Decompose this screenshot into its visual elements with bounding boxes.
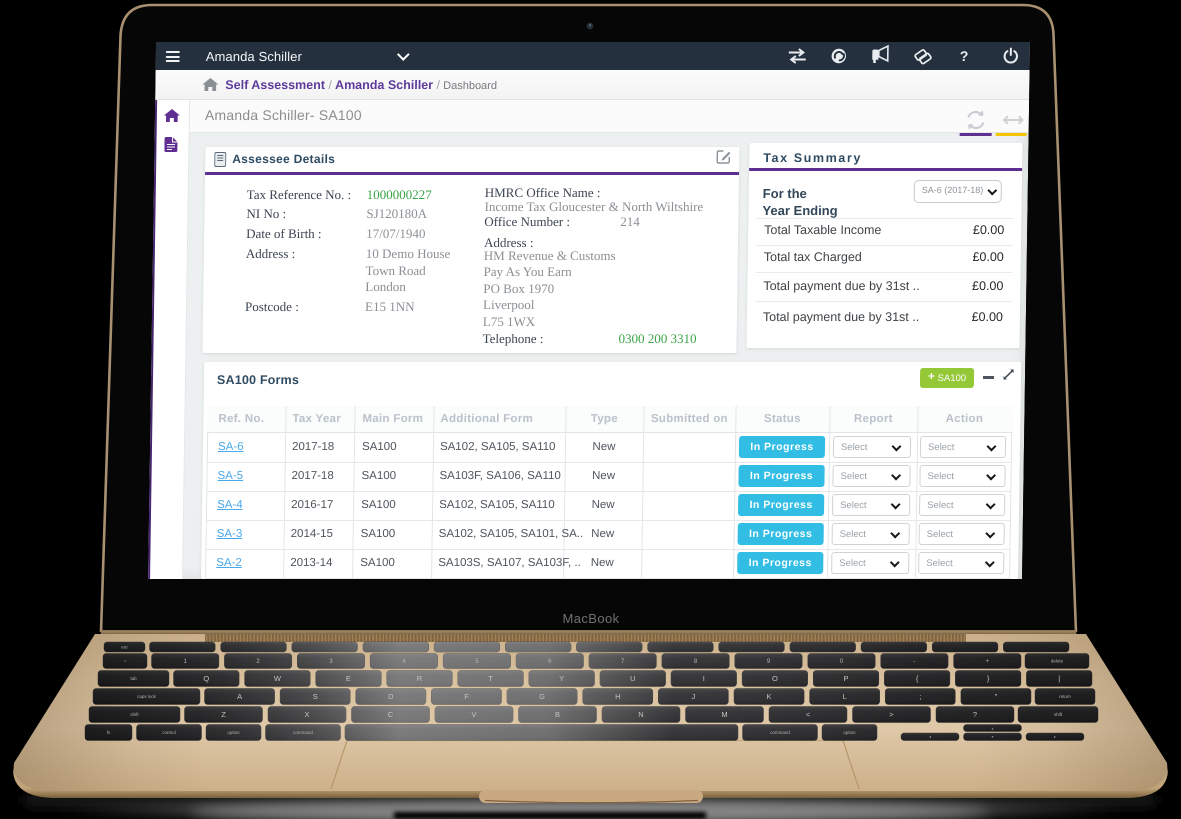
svg-text:0: 0 (840, 659, 844, 665)
svg-text:Z: Z (221, 710, 226, 719)
svg-text:F: F (464, 692, 469, 701)
svg-text:K: K (766, 692, 771, 701)
svg-text:H: H (615, 692, 620, 701)
svg-text:shift: shift (130, 712, 139, 717)
svg-text:?: ? (973, 710, 977, 719)
svg-text:1: 1 (184, 659, 188, 665)
svg-text:S: S (313, 692, 318, 701)
svg-text:U: U (630, 674, 635, 683)
svg-text:caps lock: caps lock (137, 694, 157, 699)
svg-text:▴: ▴ (991, 725, 993, 730)
svg-text:esc: esc (121, 645, 128, 650)
svg-text:tab: tab (130, 676, 137, 681)
svg-text:command: command (770, 730, 790, 735)
svg-text:option: option (227, 730, 240, 735)
svg-text:control: control (162, 730, 176, 735)
svg-text:3: 3 (329, 659, 333, 665)
svg-text:P: P (843, 674, 848, 683)
svg-text:delete: delete (1051, 659, 1064, 664)
svg-text:M: M (721, 710, 727, 719)
svg-text:L: L (843, 692, 847, 701)
svg-text:return: return (1059, 694, 1071, 699)
svg-text:9: 9 (767, 659, 771, 665)
svg-text:": " (995, 692, 998, 701)
svg-text:command: command (293, 730, 313, 735)
svg-text:I: I (703, 674, 705, 683)
svg-text:C: C (388, 710, 394, 719)
svg-text:▾: ▾ (991, 734, 993, 739)
svg-text:Q: Q (203, 674, 209, 683)
svg-text:shift: shift (1054, 712, 1063, 717)
svg-text:G: G (539, 692, 545, 701)
svg-text:E: E (346, 674, 351, 683)
svg-text:7: 7 (621, 659, 625, 665)
svg-text:fn: fn (107, 730, 111, 735)
svg-text:~: ~ (124, 659, 127, 665)
svg-text:6: 6 (548, 659, 552, 665)
svg-text:◂: ◂ (929, 734, 931, 739)
svg-text:}: } (987, 674, 990, 683)
svg-text:T: T (488, 674, 493, 683)
svg-text:O: O (772, 674, 778, 683)
svg-text:4: 4 (402, 659, 406, 665)
svg-text:option: option (843, 730, 856, 735)
svg-text:5: 5 (475, 659, 479, 665)
svg-text:V: V (471, 710, 476, 719)
svg-text:MacBook: MacBook (563, 611, 620, 626)
svg-text:<: < (806, 710, 811, 719)
svg-text:|: | (1058, 674, 1060, 683)
svg-text:J: J (692, 692, 696, 701)
svg-text:Y: Y (559, 674, 564, 683)
svg-text:W: W (274, 674, 282, 683)
svg-text:+: + (986, 659, 990, 665)
svg-text:D: D (388, 692, 394, 701)
svg-text:X: X (304, 710, 309, 719)
svg-text:>: > (889, 710, 894, 719)
svg-text:N: N (638, 710, 643, 719)
svg-text:2: 2 (256, 659, 260, 665)
svg-text:-: - (913, 659, 915, 665)
svg-text:▸: ▸ (1054, 734, 1056, 739)
svg-text:8: 8 (694, 659, 698, 665)
svg-text:B: B (555, 710, 560, 719)
svg-text:R: R (417, 674, 423, 683)
svg-text:{: { (916, 674, 919, 683)
svg-text:;: ; (919, 692, 921, 701)
svg-text:A: A (237, 692, 242, 701)
